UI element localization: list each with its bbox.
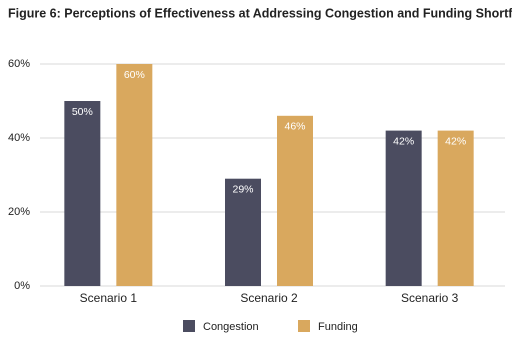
- legend-swatch: [298, 320, 310, 332]
- bar: [385, 130, 422, 286]
- chart-title: Figure 6: Perceptions of Effectiveness a…: [8, 6, 512, 20]
- bar: [64, 101, 101, 286]
- bar: [225, 178, 261, 286]
- value-label: 46%: [284, 121, 305, 133]
- x-tick-label: Scenario 3: [401, 291, 459, 305]
- y-tick-label: 20%: [8, 206, 30, 218]
- value-label: 29%: [232, 183, 253, 195]
- value-label: 60%: [124, 69, 145, 81]
- bar: [437, 130, 474, 286]
- x-tick-label: Scenario 2: [240, 291, 298, 305]
- y-tick-label: 0%: [14, 280, 30, 292]
- y-tick-label: 60%: [8, 58, 30, 70]
- legend-label: Congestion: [203, 321, 259, 333]
- value-label: 42%: [445, 135, 466, 147]
- legend-label: Funding: [318, 321, 358, 333]
- value-label: 42%: [393, 135, 414, 147]
- y-tick-label: 40%: [8, 132, 30, 144]
- x-tick-label: Scenario 1: [80, 291, 138, 305]
- value-label: 50%: [72, 106, 93, 118]
- bar: [277, 115, 313, 286]
- legend-swatch: [183, 320, 195, 332]
- bar: [116, 64, 153, 286]
